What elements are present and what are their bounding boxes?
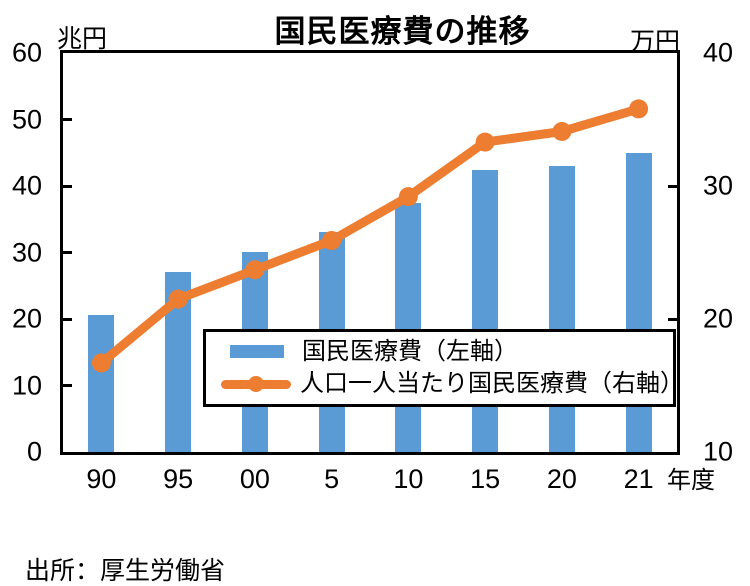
left-axis-tick-label: 40 [11, 170, 42, 201]
left-axis-tick-mark [63, 384, 72, 387]
legend-line-label: 人口一人当たり国民医療費（右軸） [300, 370, 684, 398]
x-axis-tick-label: 00 [239, 464, 270, 494]
legend: 国民医療費（左軸） 人口一人当たり国民医療費（右軸） [203, 329, 684, 407]
x-axis-tick-label: 90 [86, 464, 117, 494]
left-axis-tick-label: 50 [11, 104, 42, 134]
right-axis-tick-label: 10 [703, 436, 734, 467]
bar-90 [88, 315, 115, 452]
bar-series-swatch [230, 345, 284, 359]
left-axis-tick-label: 0 [26, 436, 42, 467]
left-axis-tick-label: 10 [11, 370, 42, 400]
line-marker-95 [168, 289, 188, 309]
x-axis-tick-label: 10 [393, 464, 424, 494]
left-axis-unit-label: 兆円 [57, 25, 108, 53]
right-axis-tick-mark [668, 317, 677, 321]
line-marker-10 [398, 187, 418, 207]
left-axis-tick-label: 60 [11, 37, 42, 68]
line-marker-15 [475, 132, 495, 152]
line-series [91, 99, 649, 373]
bar-10 [395, 203, 422, 452]
left-axis-tick-mark [63, 118, 72, 121]
legend-bar-label: 国民医療費（左軸） [302, 337, 518, 365]
x-axis-unit-label: 年度 [667, 467, 715, 494]
x-axis-tick-label: 95 [163, 464, 194, 494]
chart-title: 国民医療費の推移 [274, 14, 531, 49]
x-axis-tick-label: 15 [470, 464, 501, 494]
line-path [96, 104, 644, 368]
left-axis-tick-label: 20 [11, 303, 42, 334]
line-marker-21 [629, 99, 649, 119]
right-axis-tick-labels: 40 30 20 10 [703, 0, 750, 586]
left-axis-tick-mark [63, 317, 72, 321]
legend-line-swatch-cell [221, 376, 291, 393]
right-axis-tick-mark [668, 184, 677, 188]
x-axis-tick-label: 20 [546, 464, 577, 494]
line-series-swatch [221, 376, 291, 393]
left-axis-tick-labels: 60 50 40 30 20 10 0 [0, 0, 42, 586]
source-note: 出所：厚生労働省 [25, 557, 226, 585]
legend-bar-swatch-cell [221, 345, 293, 359]
left-axis-tick-mark [63, 251, 72, 254]
right-axis-tick-label: 40 [703, 37, 734, 68]
line-marker-5 [322, 231, 342, 250]
x-axis-tick-labels: 90 95 00 5 10 15 20 21 [63, 463, 677, 497]
x-axis-tick-label: 5 [324, 464, 340, 494]
x-axis-tick-label: 21 [623, 464, 654, 494]
legend-row-bar: 国民医療費（左軸） [221, 337, 673, 365]
line-marker-swatch [248, 376, 264, 393]
line-marker-90 [91, 353, 111, 373]
legend-row-line: 人口一人当たり国民医療費（右軸） [221, 371, 684, 397]
right-axis-tick-label: 30 [703, 170, 734, 201]
line-marker-00 [245, 260, 265, 280]
line-marker-20 [552, 122, 572, 141]
left-axis-tick-mark [63, 184, 72, 188]
right-axis-tick-label: 20 [703, 303, 734, 334]
left-axis-tick-label: 30 [11, 237, 42, 267]
